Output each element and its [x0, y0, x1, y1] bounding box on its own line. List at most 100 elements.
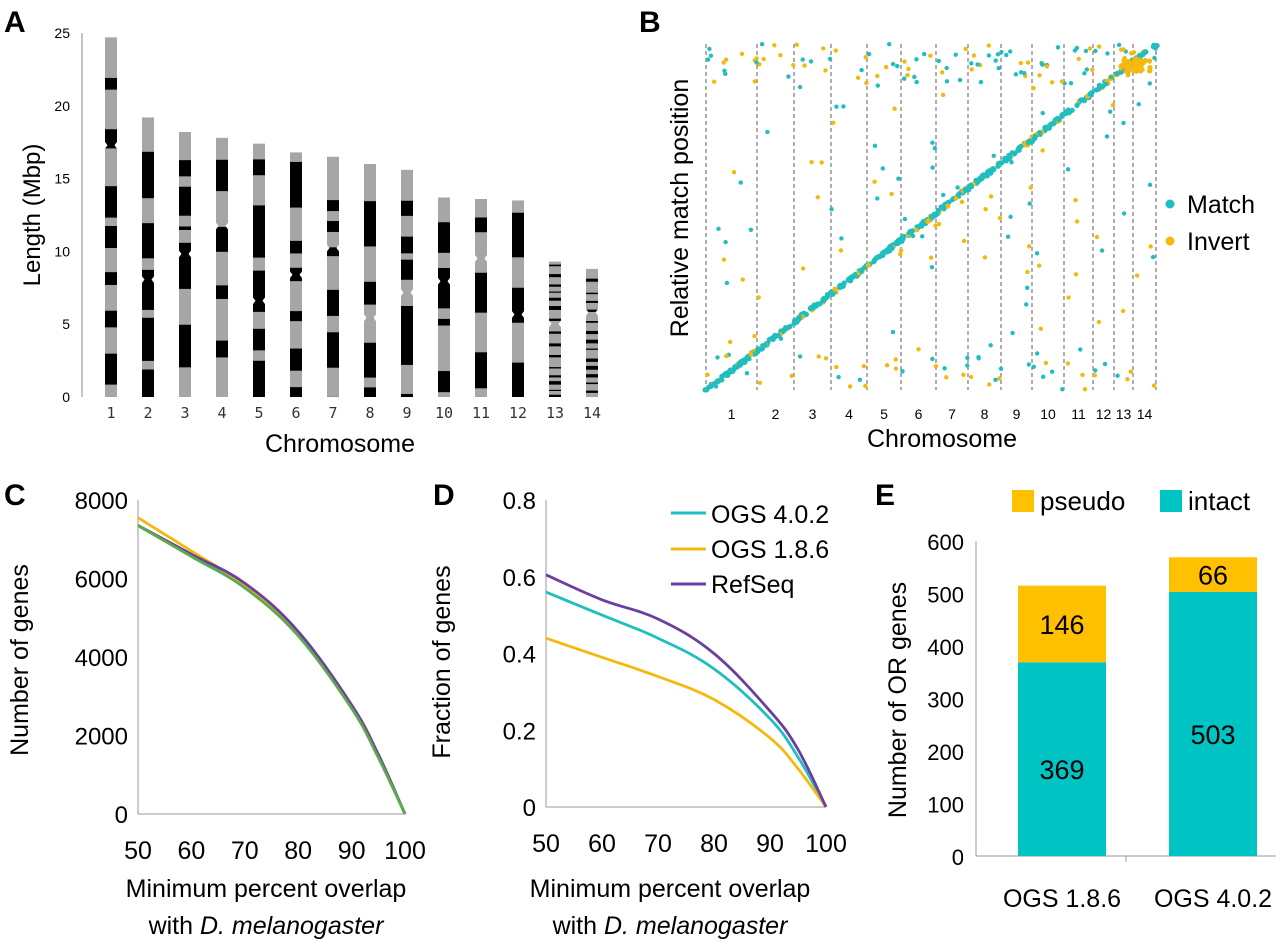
x-tick-label: 100: [805, 830, 847, 858]
scatter-point: [721, 257, 727, 262]
chromosome-band: [586, 278, 598, 282]
scatter-point: [932, 146, 937, 151]
chromosome-band: [327, 247, 339, 257]
x-tick-label: 5: [254, 404, 263, 422]
chromosome-band: [586, 321, 598, 323]
scatter-point: [839, 236, 844, 241]
scatter-point: [705, 372, 710, 377]
scatter-point: [797, 84, 803, 90]
scatter-point: [772, 43, 777, 48]
scatter-point: [827, 56, 833, 62]
chromosome-band: [327, 200, 339, 212]
y-tick-label: 400: [927, 635, 964, 660]
panel-b-synteny-scatter: 1 2 3 4 5 6 7 8 9 10 11 12 13 14 Chromosome Relative …: [666, 42, 1255, 453]
scatter-point: [721, 60, 726, 65]
scatter-point: [1093, 48, 1098, 54]
scatter-point: [1065, 167, 1071, 172]
scatter-point: [933, 223, 938, 228]
x-tick-label: 12: [1096, 406, 1112, 422]
legend-label-refseq: RefSeq: [711, 571, 794, 599]
panel-letter-b: B: [639, 6, 661, 39]
chromosome-band: [549, 297, 561, 301]
chromosome-band: [586, 382, 598, 385]
scatter-point: [928, 53, 933, 58]
scatter-point: [930, 140, 935, 145]
scatter-point: [1125, 377, 1130, 382]
x-tick-label: 50: [124, 837, 152, 865]
scatter-point: [778, 336, 784, 341]
panel-b-x-label: Chromosome: [867, 425, 1017, 453]
scatter-point: [765, 129, 770, 135]
match-point: [727, 367, 734, 373]
scatter-point: [1031, 364, 1037, 369]
match-point: [858, 268, 864, 274]
y-tick-label: 500: [927, 583, 964, 608]
scatter-point: [953, 52, 958, 57]
scatter-point: [928, 255, 934, 260]
bar-pseudo: [1169, 557, 1257, 592]
scatter-point: [1073, 272, 1079, 277]
legend-label-ogs186: OGS 1.8.6: [711, 536, 829, 564]
match-point: [956, 191, 963, 197]
scatter-point: [716, 226, 721, 231]
chromosome-band: [586, 339, 598, 344]
chromosome-band: [549, 291, 561, 293]
scatter-point: [1076, 56, 1082, 62]
chromosome-band: [364, 281, 376, 305]
match-point: [1081, 98, 1087, 104]
scatter-point: [987, 382, 992, 387]
scatter-point: [965, 363, 970, 368]
centromere-notch: [104, 141, 118, 150]
match-point: [1114, 71, 1120, 77]
scatter-point: [942, 366, 947, 371]
scatter-point: [1026, 362, 1032, 367]
scatter-point: [1105, 51, 1110, 56]
centromere-notch: [511, 310, 525, 319]
series-line-3: [137, 524, 407, 815]
panel-e-stacked-bar-chart: 0 100 200 300 400 500 600 369 146 OGS 1.8.6 503 66…: [884, 486, 1276, 913]
scatter-point: [889, 191, 894, 197]
scatter-point: [953, 196, 959, 201]
x-tick-label: 80: [284, 837, 312, 865]
scatter-point: [829, 207, 834, 212]
scatter-point: [997, 215, 1003, 221]
scatter-point: [1031, 85, 1036, 91]
panel-b-gridlines: [705, 44, 1157, 390]
chromosome-band: [179, 242, 191, 289]
centromere-notch: [585, 308, 599, 317]
legend-label-ogs402: OGS 4.0.2: [711, 501, 829, 529]
chromosome-band: [105, 310, 117, 328]
scatter-point: [1040, 62, 1045, 67]
chromosome-band: [179, 160, 191, 177]
match-point: [832, 286, 838, 292]
scatter-point: [723, 239, 728, 245]
scatter-point: [713, 384, 719, 389]
scatter-point: [872, 143, 878, 148]
bar-value-label-pseudo: 66: [1198, 561, 1228, 591]
scatter-point: [993, 377, 998, 382]
scatter-point: [887, 42, 892, 47]
x-tick-label: 14: [1137, 406, 1153, 422]
scatter-point: [940, 92, 946, 98]
chromosome-band: [290, 267, 302, 282]
scatter-point: [993, 58, 998, 63]
y-tick-label: 0: [62, 389, 70, 405]
chromosome-band: [105, 226, 117, 248]
scatter-point: [1147, 182, 1153, 187]
scatter-point: [757, 380, 763, 385]
match-point: [1009, 150, 1016, 156]
chromosome-band: [438, 371, 450, 393]
scatter-point: [997, 376, 1002, 381]
centromere-notch: [289, 270, 303, 279]
x-tick-label: 90: [756, 830, 784, 858]
panel-letter-c: C: [4, 479, 26, 512]
bar-value-label-intact: 369: [1039, 755, 1084, 785]
scatter-point: [754, 60, 759, 65]
x-tick-label: 1: [106, 404, 115, 422]
scatter-point: [1049, 80, 1055, 85]
chromosome-band: [586, 390, 598, 393]
scatter-point: [963, 46, 968, 52]
scatter-point: [895, 63, 900, 69]
x-tick-label: 8: [981, 406, 989, 422]
